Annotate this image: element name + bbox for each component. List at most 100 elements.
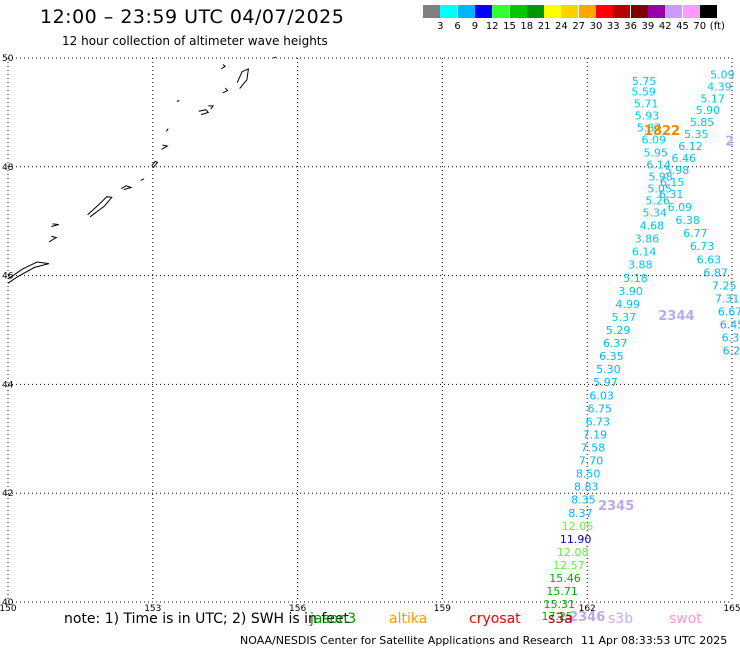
colorbar-tick-label: 45 (676, 21, 689, 32)
pass-time-label: 2344 (658, 309, 694, 324)
colorbar-swatch (526, 5, 544, 18)
y-tick-label: 48 (2, 163, 14, 173)
wave-height-label: 5.26 (645, 195, 670, 208)
satellite-altika: altika (389, 611, 428, 627)
wave-height-label: 5.18 (623, 272, 648, 285)
wave-height-label: 6.77 (683, 227, 708, 240)
wave-height-label: 5.93 (635, 110, 660, 123)
wave-height-label: 8.83 (574, 481, 599, 494)
wave-height-label: 5.09 (710, 68, 735, 81)
wave-height-label: 6.09 (642, 134, 667, 147)
coastline (161, 144, 169, 150)
wave-height-label: 6.29 (723, 345, 740, 358)
wave-height-label: 6.14 (632, 246, 657, 259)
wave-height-label: 8.50 (576, 468, 601, 481)
wave-height-label: 12.57 (553, 559, 585, 572)
coastline (87, 196, 113, 218)
colorbar-swatch (474, 5, 492, 18)
colorbar-swatch (596, 5, 613, 18)
wave-height-label: 7.31 (715, 292, 740, 305)
colorbar-swatch (682, 5, 700, 18)
wave-height-label: 17.25 (542, 610, 574, 623)
coastline (208, 105, 215, 110)
pass-time-label: 2345 (598, 499, 634, 514)
coastline (236, 68, 250, 89)
wave-height-label: 5.05 (647, 183, 672, 196)
coastline (151, 160, 159, 169)
y-tick-label: 46 (2, 272, 14, 282)
wave-height-label: 6.14 (646, 159, 671, 172)
wave-height-label: 6.87 (703, 266, 728, 279)
x-tick-label: 162 (579, 604, 596, 614)
wave-height-label: 12.08 (557, 546, 589, 559)
colorbar-tick-label: 70 (693, 21, 707, 32)
wave-height-label: 5.59 (631, 86, 656, 99)
wave-height-label: 4.68 (640, 220, 665, 233)
generated-timestamp: 11 Apr 08:33:53 UTC 2025 (581, 634, 728, 647)
wave-height-label: 6.12 (678, 140, 703, 153)
colorbar-tick-label: 30 (589, 21, 603, 32)
coastline (222, 87, 229, 94)
colorbar-tick-label: 18 (520, 21, 534, 32)
wave-height-label: 6.38 (675, 214, 700, 227)
coastline (176, 99, 180, 102)
y-tick-label: 50 (2, 54, 14, 64)
coastline (7, 261, 50, 284)
colorbar-swatch (578, 5, 596, 18)
wave-height-label: 6.73 (690, 240, 715, 253)
wave-height-label: 7.19 (583, 428, 608, 441)
wave-height-label: 6.09 (668, 201, 693, 214)
colorbar-tick-label: 36 (624, 21, 637, 32)
colorbar-tick-label: 33 (606, 21, 620, 32)
footer-note: note: 1) Time is in UTC; 2) SWH is in fe… (0, 611, 740, 631)
colorbar-tick-label: 12 (485, 21, 499, 32)
wave-height-label: 6.37 (603, 337, 628, 350)
coastline (48, 235, 58, 243)
satellite-cryosat: cryosat (469, 611, 521, 627)
y-tick-label: 44 (2, 380, 14, 390)
colorbar-tick-label: 24 (555, 21, 568, 32)
wave-height-label: 5.75 (632, 75, 657, 88)
colorbar-swatch (423, 5, 440, 18)
wave-height-label: 6.31 (659, 188, 684, 201)
x-tick-label: 156 (289, 604, 306, 614)
wave-height-label: 5.97 (593, 376, 618, 389)
wave-height-label: 6.75 (587, 402, 612, 415)
colorbar-tick-label: 39 (641, 21, 655, 32)
wave-height-label: 4.39 (707, 80, 732, 93)
chart-subtitle: 12 hour collection of altimeter wave hei… (62, 34, 328, 48)
wave-height-label: 6.03 (589, 389, 614, 402)
y-tick-label: 42 (2, 489, 13, 499)
colorbar-swatch (699, 5, 717, 18)
wave-height-label: 3.90 (618, 285, 643, 298)
colorbar-swatch (647, 5, 665, 18)
colorbar-tick-label: 6 (454, 21, 461, 32)
colorbar-swatch (544, 5, 562, 18)
wave-height-label: 15.46 (549, 572, 581, 585)
pass-time-label: 1822 (644, 124, 680, 139)
coastline (221, 64, 227, 70)
colorbar-swatch (440, 5, 458, 18)
wave-height-label: 5.17 (700, 92, 725, 105)
wave-height-label: 5.29 (606, 324, 631, 337)
x-tick-label: 150 (0, 604, 17, 614)
wave-height-label: 5.90 (696, 104, 721, 117)
wave-height-label: 5.35 (684, 128, 709, 141)
wave-height-label: 7.58 (581, 442, 606, 455)
x-tick-label: 153 (144, 604, 161, 614)
wave-height-label: 5.98 (665, 164, 690, 177)
wave-height-label: 5.34 (643, 206, 668, 219)
wave-height-label: 6.67 (718, 306, 740, 319)
colorbar-swatch (665, 5, 683, 18)
wave-height-label: 6.46 (671, 152, 696, 165)
y-tick-label: 40 (2, 598, 14, 608)
x-tick-label: 165 (723, 604, 740, 614)
coastline (121, 185, 133, 191)
colorbar-swatch (561, 5, 579, 18)
colorbar-unit: (ft) (709, 21, 725, 32)
colorbar-swatch (509, 5, 527, 18)
colorbar-swatch (613, 5, 631, 18)
wave-height-label: 6.63 (697, 253, 722, 266)
colorbar-swatch (457, 5, 475, 18)
